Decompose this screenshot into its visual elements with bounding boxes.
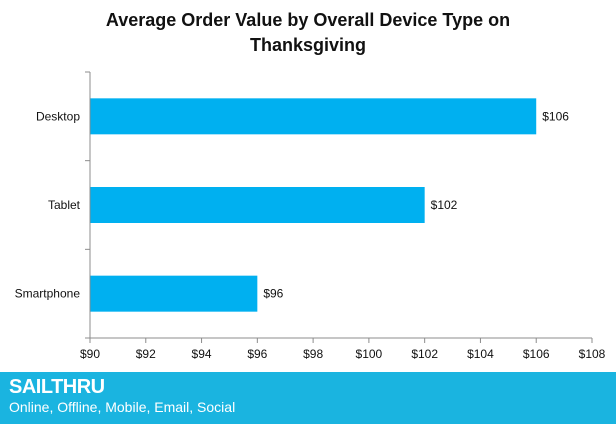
brand-tagline: Online, Offline, Mobile, Email, Social (9, 399, 236, 415)
x-tick-label: $98 (303, 347, 323, 361)
bar-tablet (90, 187, 425, 223)
category-label: Smartphone (15, 287, 81, 301)
x-tick-label: $96 (247, 347, 267, 361)
axes: $90 $92 $94 $96 $98 $100 $102 $104 $106 $108 (80, 71, 606, 361)
bar-chart-svg: Average Order Value by Overall Device Ty… (15, 10, 606, 361)
data-label: $102 (431, 198, 458, 212)
x-tick-label: $106 (523, 347, 550, 361)
chart: Average Order Value by Overall Device Ty… (15, 10, 606, 361)
data-label: $96 (263, 287, 283, 301)
x-tick-label: $90 (80, 347, 100, 361)
data-label: $106 (542, 109, 569, 123)
bar-smartphone (90, 275, 258, 312)
bars: Desktop $106 Tablet $102 Smartphone $96 (15, 98, 569, 312)
category-label: Desktop (36, 109, 80, 123)
brand-logo-text: SAILTHRU (9, 376, 105, 398)
x-tick-label: $100 (356, 347, 383, 361)
x-tick-label: $108 (579, 347, 606, 361)
x-tick-label: $102 (411, 347, 438, 361)
x-tick-label: $104 (467, 347, 494, 361)
x-tick-label: $92 (136, 347, 156, 361)
footer-banner: SAILTHRU Online, Offline, Mobile, Email,… (0, 372, 616, 424)
category-label: Tablet (48, 198, 81, 212)
x-tick-label: $94 (192, 347, 212, 361)
chart-title-line-2: Thanksgiving (250, 35, 366, 55)
bar-desktop (90, 98, 537, 135)
chart-title-line-1: Average Order Value by Overall Device Ty… (106, 10, 510, 30)
